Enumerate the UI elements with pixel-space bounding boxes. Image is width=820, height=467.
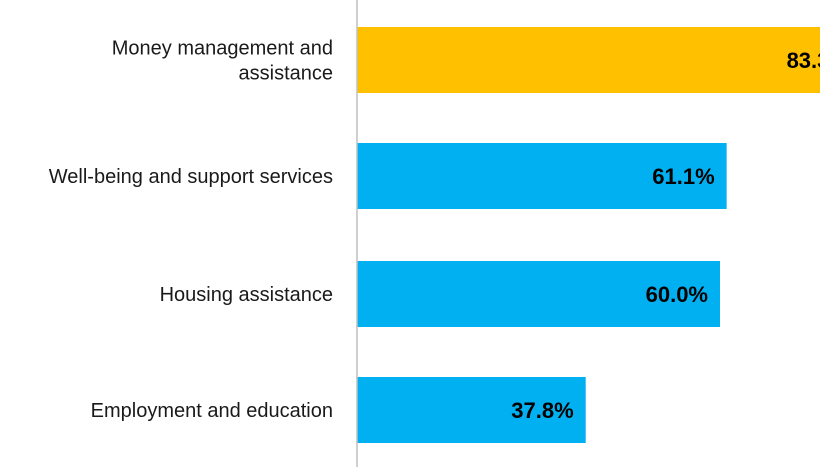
- bar-2: [357, 261, 720, 327]
- bar-0: [357, 27, 820, 93]
- category-label-3: Employment and education: [91, 400, 333, 422]
- bar-3: [357, 377, 586, 443]
- category-label-1: Well-being and support services: [49, 166, 333, 188]
- category-label-1-line-0: Well-being and support services: [49, 166, 333, 188]
- data-label-2: 60.0%: [646, 282, 708, 307]
- category-label-2: Housing assistance: [160, 284, 333, 306]
- category-label-3-line-0: Employment and education: [91, 400, 333, 422]
- data-label-3: 37.8%: [511, 398, 573, 423]
- category-label-0-line-1: assistance: [239, 63, 334, 85]
- data-label-0: 83.3%: [787, 48, 820, 73]
- data-label-1: 61.1%: [652, 164, 714, 189]
- labels-layer: 83.3% Money management and assistance 61.1%…: [49, 38, 820, 424]
- category-label-0: Money management and assistance: [112, 38, 333, 85]
- category-label-0-line-0: Money management and: [112, 38, 333, 60]
- bars-layer: [357, 27, 820, 443]
- bar-1: [357, 143, 727, 209]
- category-label-2-line-0: Housing assistance: [160, 284, 333, 306]
